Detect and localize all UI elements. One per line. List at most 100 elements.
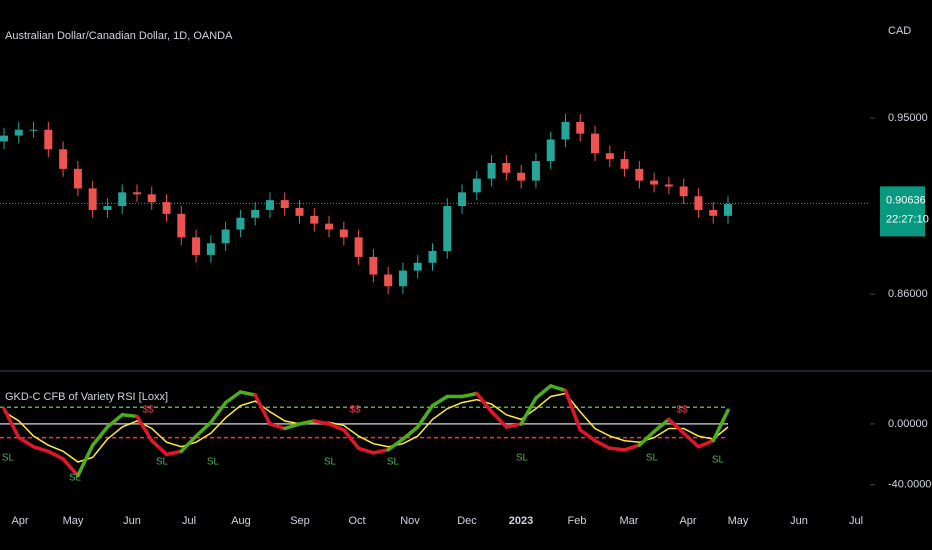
candle-body: [221, 229, 230, 244]
rsi-segment: [711, 408, 730, 443]
rsi-segment: [209, 400, 228, 425]
rsi-segment: [342, 428, 361, 451]
rsi-segment: [253, 393, 272, 426]
candle-body: [251, 209, 260, 218]
rsi-segment: [223, 390, 243, 405]
indicator-title: GKD-C CFB of Variety RSI [Loxx]: [5, 391, 168, 403]
y-tick-label: 0.86000: [888, 288, 928, 300]
signal-line: [3, 392, 729, 463]
y-tick-label: 0.00000: [888, 418, 928, 430]
sl-label: SL: [156, 457, 169, 468]
dollar-label: $$: [349, 405, 361, 416]
candle-body: [428, 251, 437, 263]
candle-body: [0, 135, 8, 142]
candle-body: [354, 237, 363, 257]
candle-body: [339, 229, 348, 238]
rsi-segment: [17, 435, 36, 449]
sl-label: SL: [2, 453, 15, 464]
rsi-segment: [696, 438, 715, 449]
rsi-segment: [475, 391, 494, 414]
candle-body: [147, 194, 156, 203]
rsi-segment: [667, 417, 686, 435]
rsi-segment: [548, 384, 568, 393]
rsi-segment: [652, 417, 671, 434]
y-tick-label: 0.95000: [888, 112, 928, 124]
x-tick-label: Dec: [457, 515, 477, 527]
candle-body: [472, 178, 481, 193]
rsi-segment: [61, 457, 80, 478]
chart-title: Australian Dollar/Canadian Dollar, 1D, O…: [5, 30, 233, 42]
rsi-segment: [297, 419, 317, 426]
candle-body: [103, 206, 112, 210]
rsi-segment: [681, 431, 701, 449]
rsi-segment: [164, 449, 184, 457]
rsi-segment: [534, 384, 553, 400]
candle-body: [502, 162, 511, 173]
rsi-segment: [519, 396, 538, 426]
rsi-segment: [179, 434, 198, 454]
x-tick-label: Sep: [290, 515, 310, 527]
rsi-segment: [135, 414, 154, 443]
candle-body: [295, 207, 304, 216]
candle-body: [236, 217, 245, 230]
rsi-segment: [637, 429, 656, 447]
x-tick-label: Oct: [348, 515, 365, 527]
candle-body: [265, 200, 274, 210]
rsi-segment: [282, 422, 302, 431]
rsi-segment: [371, 448, 390, 455]
sl-label: SL: [69, 473, 82, 484]
candle-body: [591, 133, 600, 154]
candle-body: [531, 161, 540, 181]
candle-body: [605, 153, 614, 160]
x-tick-label: Jun: [123, 515, 141, 527]
rsi-segment: [76, 443, 95, 478]
currency-label: CAD: [888, 25, 911, 37]
candle-body: [206, 243, 215, 255]
rsi-segment: [2, 406, 21, 440]
rsi-segment: [327, 422, 346, 432]
rsi-segment: [608, 446, 627, 452]
x-tick-label: Aug: [231, 515, 251, 527]
rsi-segment: [312, 419, 331, 426]
rsi-segment: [622, 443, 642, 452]
candle-body: [162, 202, 171, 214]
dollar-label: $$: [142, 405, 154, 416]
rsi-segment: [563, 388, 582, 432]
candle-body: [546, 139, 555, 162]
rsi-segment: [120, 413, 139, 419]
candle-body: [709, 209, 718, 216]
x-tick-label: Jun: [790, 515, 808, 527]
candle-body: [576, 121, 585, 134]
candle-body: [694, 196, 703, 210]
rsi-segment: [31, 444, 51, 454]
candle-body: [620, 159, 629, 169]
last-price-label: 0.90636: [886, 194, 926, 206]
countdown-label: 22:27:10: [886, 213, 929, 225]
y-tick-label: -40.00000: [888, 479, 932, 491]
x-tick-label: Jul: [182, 515, 196, 527]
rsi-segment: [194, 420, 213, 438]
candle-body: [398, 270, 407, 287]
rsi-segment: [46, 449, 65, 461]
sl-label: SL: [646, 453, 659, 464]
rsi-segment: [460, 391, 479, 399]
x-tick-label: Mar: [620, 515, 639, 527]
rsi-segment: [430, 394, 450, 408]
candle-body: [73, 168, 82, 189]
candle-body: [517, 172, 526, 181]
rsi-segment: [593, 438, 612, 451]
sl-label: SL: [387, 457, 400, 468]
rsi-segment: [356, 446, 376, 455]
last-price-box: [880, 186, 925, 237]
candle-body: [664, 184, 673, 187]
candle-body: [635, 168, 644, 181]
rsi-segment: [578, 428, 597, 443]
candle-body: [679, 186, 688, 197]
x-tick-label: Jul: [849, 515, 863, 527]
candle-body: [177, 213, 186, 238]
candle-body: [14, 129, 23, 136]
x-tick-label: 2023: [509, 515, 533, 527]
sl-label: SL: [207, 457, 220, 468]
candle-body: [132, 192, 141, 195]
